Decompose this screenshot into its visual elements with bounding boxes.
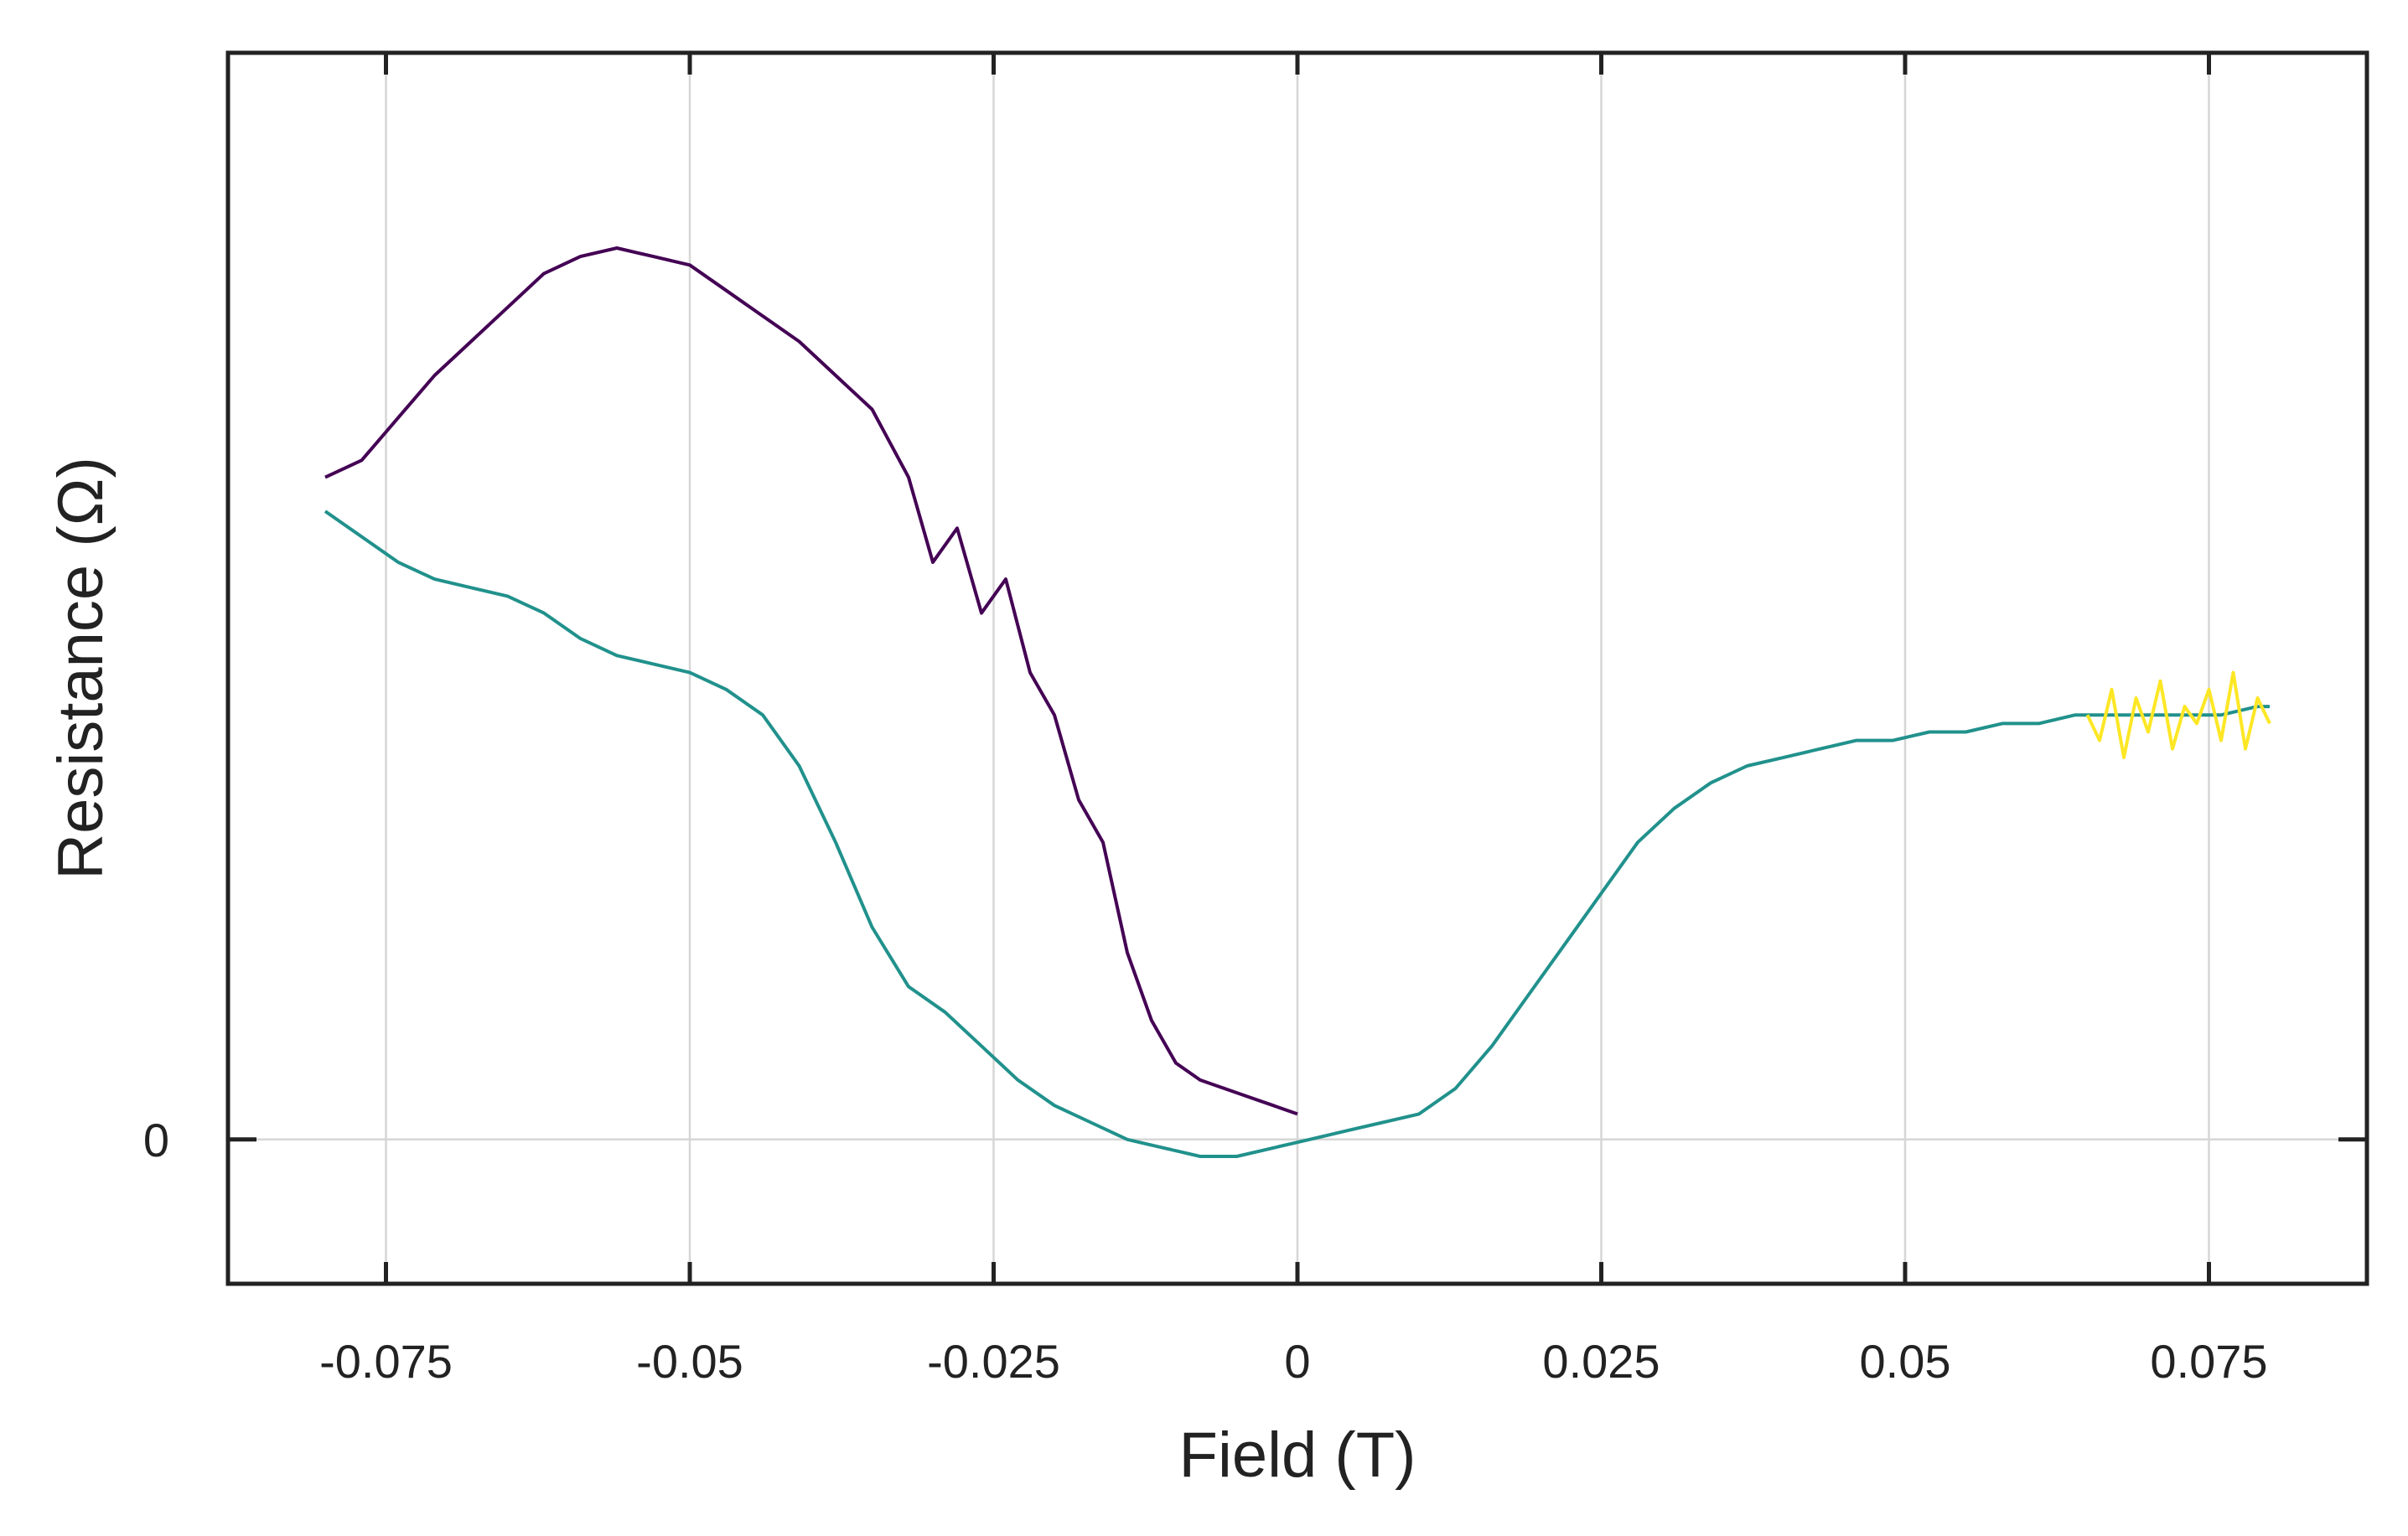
x-tick-label: 0.075 xyxy=(2150,1335,2267,1388)
series-line-2 xyxy=(2085,670,2271,759)
y-tick-label: 0 xyxy=(143,1114,169,1166)
x-tick-label: -0.025 xyxy=(927,1335,1060,1388)
x-tick-label: -0.075 xyxy=(319,1335,453,1388)
y-axis-title: Resistance (Ω) xyxy=(45,457,117,880)
x-axis-title: Field (T) xyxy=(1179,1420,1416,1491)
series-line-1 xyxy=(324,509,2270,1158)
x-tick-label: 0 xyxy=(1284,1335,1310,1388)
x-tick-label: -0.05 xyxy=(636,1335,743,1388)
plot-frame xyxy=(225,50,2369,1286)
x-tick-label: 0.025 xyxy=(1542,1335,1660,1388)
ticks xyxy=(228,53,2367,1284)
x-tick-label: 0.05 xyxy=(1860,1335,1951,1388)
tick-labels: -0.075 -0.05 -0.025 0 0.025 0.05 0.075 0 xyxy=(143,1114,2268,1388)
series-line-0 xyxy=(324,246,1298,1116)
series-group xyxy=(324,246,2271,1158)
grid-lines xyxy=(228,53,2367,1284)
